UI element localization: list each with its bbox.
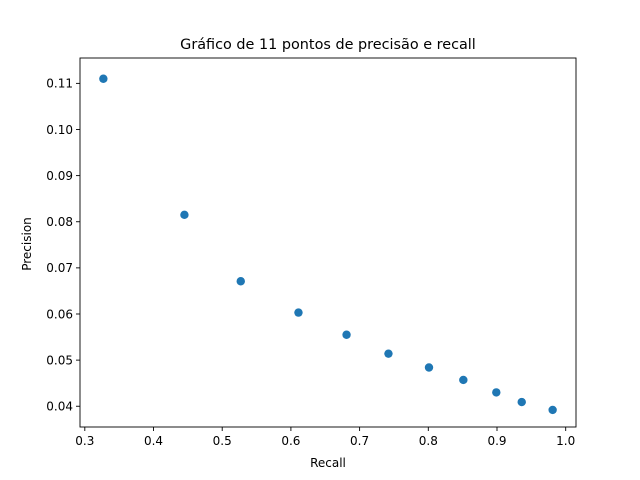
data-point bbox=[99, 74, 108, 83]
x-tick-label: 0.4 bbox=[144, 434, 163, 448]
data-point bbox=[492, 388, 501, 397]
x-tick-label: 0.6 bbox=[281, 434, 300, 448]
x-tick-label: 1.0 bbox=[556, 434, 575, 448]
data-point bbox=[548, 405, 557, 415]
y-axis-label: Precision bbox=[20, 217, 34, 271]
x-tick-label: 0.8 bbox=[419, 434, 438, 448]
chart-title: Gráfico de 11 pontos de precisão e recal… bbox=[180, 37, 476, 53]
y-tick-label: 0.05 bbox=[46, 353, 73, 367]
data-point bbox=[517, 397, 526, 407]
data-point bbox=[294, 308, 303, 317]
x-axis-label: Recall bbox=[310, 456, 346, 470]
x-tick-label: 0.7 bbox=[350, 434, 369, 448]
y-tick-label: 0.07 bbox=[46, 261, 73, 275]
y-tick-label: 0.09 bbox=[46, 169, 73, 183]
data-point bbox=[236, 277, 245, 286]
y-tick-label: 0.06 bbox=[46, 307, 73, 321]
y-tick-label: 0.08 bbox=[46, 215, 73, 229]
data-point bbox=[424, 363, 434, 372]
y-tick-label: 0.11 bbox=[46, 77, 73, 91]
data-point bbox=[342, 330, 351, 339]
x-tick-label: 0.9 bbox=[487, 434, 506, 448]
plot-frame bbox=[79, 57, 577, 428]
data-point bbox=[384, 349, 393, 358]
y-tick-label: 0.10 bbox=[46, 123, 73, 137]
y-tick-label: 0.04 bbox=[46, 400, 73, 414]
data-point bbox=[459, 375, 468, 385]
data-point bbox=[180, 210, 189, 220]
x-tick-label: 0.5 bbox=[213, 434, 232, 448]
plot-area: 0.3 0.4 0.5 0.6 0.7 0.8 0.9 1.0 0.04 0.05 0.06 0.07… bbox=[46, 57, 577, 448]
x-tick-label: 0.3 bbox=[75, 434, 94, 448]
